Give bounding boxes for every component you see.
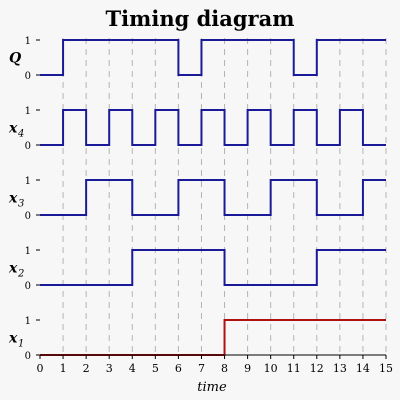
tick-label: 10 — [264, 362, 278, 375]
signal-subscript: 2 — [17, 269, 24, 280]
diagram-title: Timing diagram — [106, 6, 295, 31]
waveform — [40, 179, 386, 216]
level-label-low: 0 — [25, 71, 31, 82]
tick-label: 2 — [83, 362, 90, 375]
signal-name: x — [8, 121, 18, 137]
signal-name: x — [8, 191, 18, 207]
level-label-high: 1 — [25, 316, 31, 327]
signal-name: x — [8, 331, 18, 347]
waveform — [40, 109, 386, 146]
level-label-high: 1 — [25, 106, 31, 117]
level-label-low: 0 — [25, 141, 31, 152]
tick-label: 0 — [37, 362, 44, 375]
level-label-high: 1 — [25, 36, 31, 47]
signal-subscript: 3 — [18, 199, 24, 210]
tick-label: 4 — [129, 362, 136, 375]
tick-label: 6 — [175, 362, 182, 375]
tick-label: 1 — [60, 362, 67, 375]
signal-name: x — [8, 261, 18, 277]
signal-subscript: 1 — [18, 339, 24, 350]
signal-x4: 1 0x 4 — [8, 106, 386, 152]
tick-label: 15 — [379, 362, 393, 375]
tick-label: 14 — [356, 362, 370, 375]
level-label-low: 0 — [25, 351, 31, 362]
signal-q: 1 0Q — [9, 36, 386, 82]
tick-label: 3 — [106, 362, 113, 375]
level-label-low: 0 — [25, 281, 31, 292]
signal-subscript: 4 — [17, 129, 24, 140]
tick-label: 5 — [152, 362, 159, 375]
signal-x3: 1 0x 3 — [8, 176, 386, 222]
tick-label: 9 — [244, 362, 251, 375]
tick-label: 12 — [310, 362, 324, 375]
tick-label: 7 — [198, 362, 205, 375]
tick-label: 13 — [333, 362, 347, 375]
tick-label: 8 — [221, 362, 228, 375]
signal-x2: 1 0x 2 — [8, 246, 386, 292]
signal-name: Q — [9, 51, 21, 67]
time-axis-label: time — [197, 380, 227, 395]
level-label-low: 0 — [25, 211, 31, 222]
time-axis: 0 1 2 3 4 5 6 7 8 9 10 11 12 13 14 15 — [36, 354, 393, 375]
level-label-high: 1 — [25, 176, 31, 187]
waveform — [40, 319, 386, 356]
waveform — [40, 249, 386, 286]
tick-label: 11 — [287, 362, 301, 375]
waveform — [40, 39, 386, 76]
level-label-high: 1 — [25, 246, 31, 257]
